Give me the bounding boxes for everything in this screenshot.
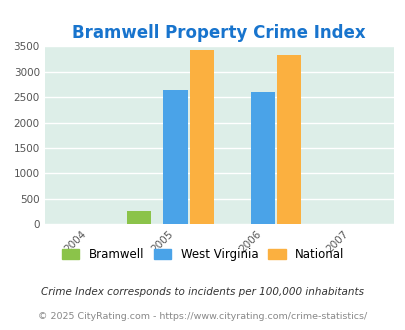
Bar	[163, 90, 188, 224]
Title: Bramwell Property Crime Index: Bramwell Property Crime Index	[72, 24, 365, 42]
Bar	[250, 91, 275, 224]
Text: Crime Index corresponds to incidents per 100,000 inhabitants: Crime Index corresponds to incidents per…	[41, 287, 364, 297]
Bar	[189, 50, 213, 224]
Bar	[126, 211, 151, 224]
Bar	[276, 55, 301, 224]
Legend: Bramwell, West Virginia, National: Bramwell, West Virginia, National	[57, 244, 348, 266]
Text: © 2025 CityRating.com - https://www.cityrating.com/crime-statistics/: © 2025 CityRating.com - https://www.city…	[38, 312, 367, 321]
